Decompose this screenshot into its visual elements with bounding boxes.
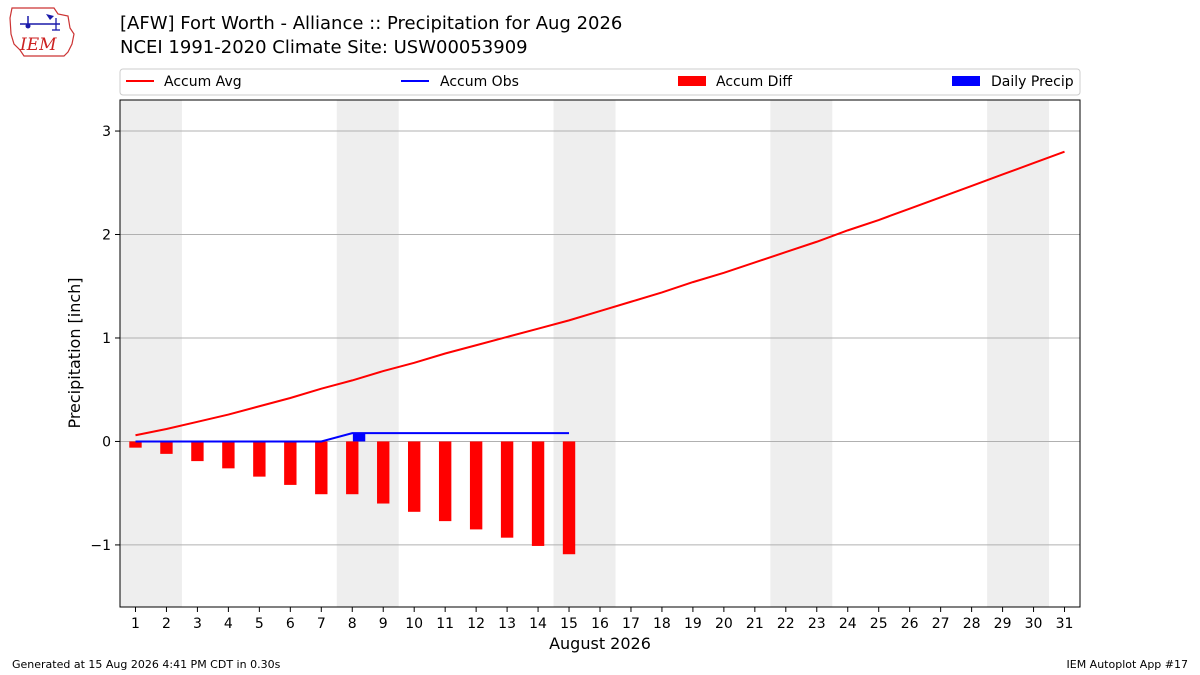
y-axis-label: Precipitation [inch] <box>65 277 84 428</box>
ytick-label-4: −1 <box>90 538 111 554</box>
accum-diff-bar-7 <box>315 441 328 495</box>
weekend-band-4 <box>987 100 1050 607</box>
xtick-label-9: 10 <box>405 616 423 632</box>
y-axis-ticks: 3 2 1 0 −1 <box>90 124 120 554</box>
accum-diff-bar-5 <box>253 441 266 477</box>
legend: Accum Avg Accum Obs Accum Diff Daily Pre… <box>119 68 1081 96</box>
xtick-label-6: 7 <box>317 616 326 632</box>
xtick-label-14: 15 <box>560 616 578 632</box>
xtick-label-22: 23 <box>808 616 826 632</box>
accum-diff-bar-6 <box>284 441 297 485</box>
ytick-label-0: 3 <box>102 124 111 140</box>
xtick-label-24: 25 <box>870 616 888 632</box>
bars <box>129 433 576 555</box>
lines <box>135 150 1065 443</box>
ytick-label-1: 2 <box>102 228 111 244</box>
legend-label-accum-obs: Accum Obs <box>440 74 519 90</box>
accum-diff-bar-3 <box>191 441 204 462</box>
xtick-label-26: 27 <box>932 616 950 632</box>
xtick-label-12: 13 <box>498 616 516 632</box>
xtick-label-23: 24 <box>839 616 857 632</box>
xtick-label-18: 19 <box>684 616 702 632</box>
xtick-label-8: 9 <box>379 616 388 632</box>
daily-precip-bar-8 <box>352 433 366 442</box>
xtick-label-30: 31 <box>1056 616 1074 632</box>
chart-subtitle: NCEI 1991-2020 Climate Site: USW00053909 <box>120 37 528 58</box>
accum-avg-line <box>135 150 1065 437</box>
legend-label-accum-diff: Accum Diff <box>716 74 792 90</box>
xtick-label-19: 20 <box>715 616 733 632</box>
accum-diff-bar-4 <box>222 441 235 469</box>
legend-swatch-daily-precip <box>952 76 980 86</box>
ytick-label-2: 1 <box>102 331 111 347</box>
legend-swatch-accum-diff <box>678 76 706 86</box>
xtick-label-29: 30 <box>1025 616 1043 632</box>
weekend-band-0 <box>120 100 182 607</box>
xtick-label-27: 28 <box>963 616 981 632</box>
xtick-label-13: 14 <box>529 616 547 632</box>
weekend-band-1 <box>336 100 399 607</box>
accum-diff-bar-12 <box>469 441 483 530</box>
iem-logo: IEM <box>9 7 75 57</box>
xtick-label-7: 8 <box>348 616 357 632</box>
x-axis-label: August 2026 <box>549 634 651 653</box>
accum-diff-bar-15 <box>562 441 576 555</box>
xtick-label-10: 11 <box>436 616 454 632</box>
accum-diff-bar-10 <box>408 441 421 512</box>
legend-label-daily-precip: Daily Precip <box>991 74 1074 90</box>
weekend-shading <box>120 100 1050 607</box>
xtick-label-2: 3 <box>193 616 202 632</box>
accum-diff-bar-14 <box>531 441 545 546</box>
xtick-label-15: 16 <box>591 616 609 632</box>
xtick-label-3: 4 <box>224 616 233 632</box>
accum-obs-line <box>135 432 570 443</box>
xtick-label-0: 1 <box>131 616 140 632</box>
app-label: IEM Autoplot App #17 <box>1066 658 1189 671</box>
xtick-label-25: 26 <box>901 616 919 632</box>
xtick-label-21: 22 <box>777 616 795 632</box>
accum-diff-bar-9 <box>377 441 390 504</box>
ytick-label-3: 0 <box>102 434 111 450</box>
iem-logo-text: IEM <box>19 35 57 55</box>
generated-timestamp: Generated at 15 Aug 2026 4:41 PM CDT in … <box>12 658 281 671</box>
weekend-band-3 <box>770 100 833 607</box>
chart-title: [AFW] Fort Worth - Alliance :: Precipita… <box>120 13 623 34</box>
accum-diff-bar-1 <box>129 441 142 448</box>
legend-label-accum-avg: Accum Avg <box>164 74 242 90</box>
xtick-label-20: 21 <box>746 616 764 632</box>
xtick-label-1: 2 <box>162 616 171 632</box>
xtick-label-17: 18 <box>653 616 671 632</box>
x-axis-ticks: 1 2 3 4 5 6 7 8 9 10 11 12 13 14 15 16 17 18 19 20 21 22 23 24 2… <box>131 607 1073 632</box>
accum-diff-bar-2 <box>160 441 173 454</box>
xtick-label-11: 12 <box>467 616 485 632</box>
xtick-label-5: 6 <box>286 616 295 632</box>
xtick-label-16: 17 <box>622 616 640 632</box>
xtick-label-4: 5 <box>255 616 264 632</box>
accum-diff-bar-8 <box>346 441 359 495</box>
accum-diff-bar-11 <box>438 441 452 522</box>
xtick-label-28: 29 <box>994 616 1012 632</box>
accum-diff-bar-13 <box>500 441 514 538</box>
legend-frame <box>119 68 1081 96</box>
